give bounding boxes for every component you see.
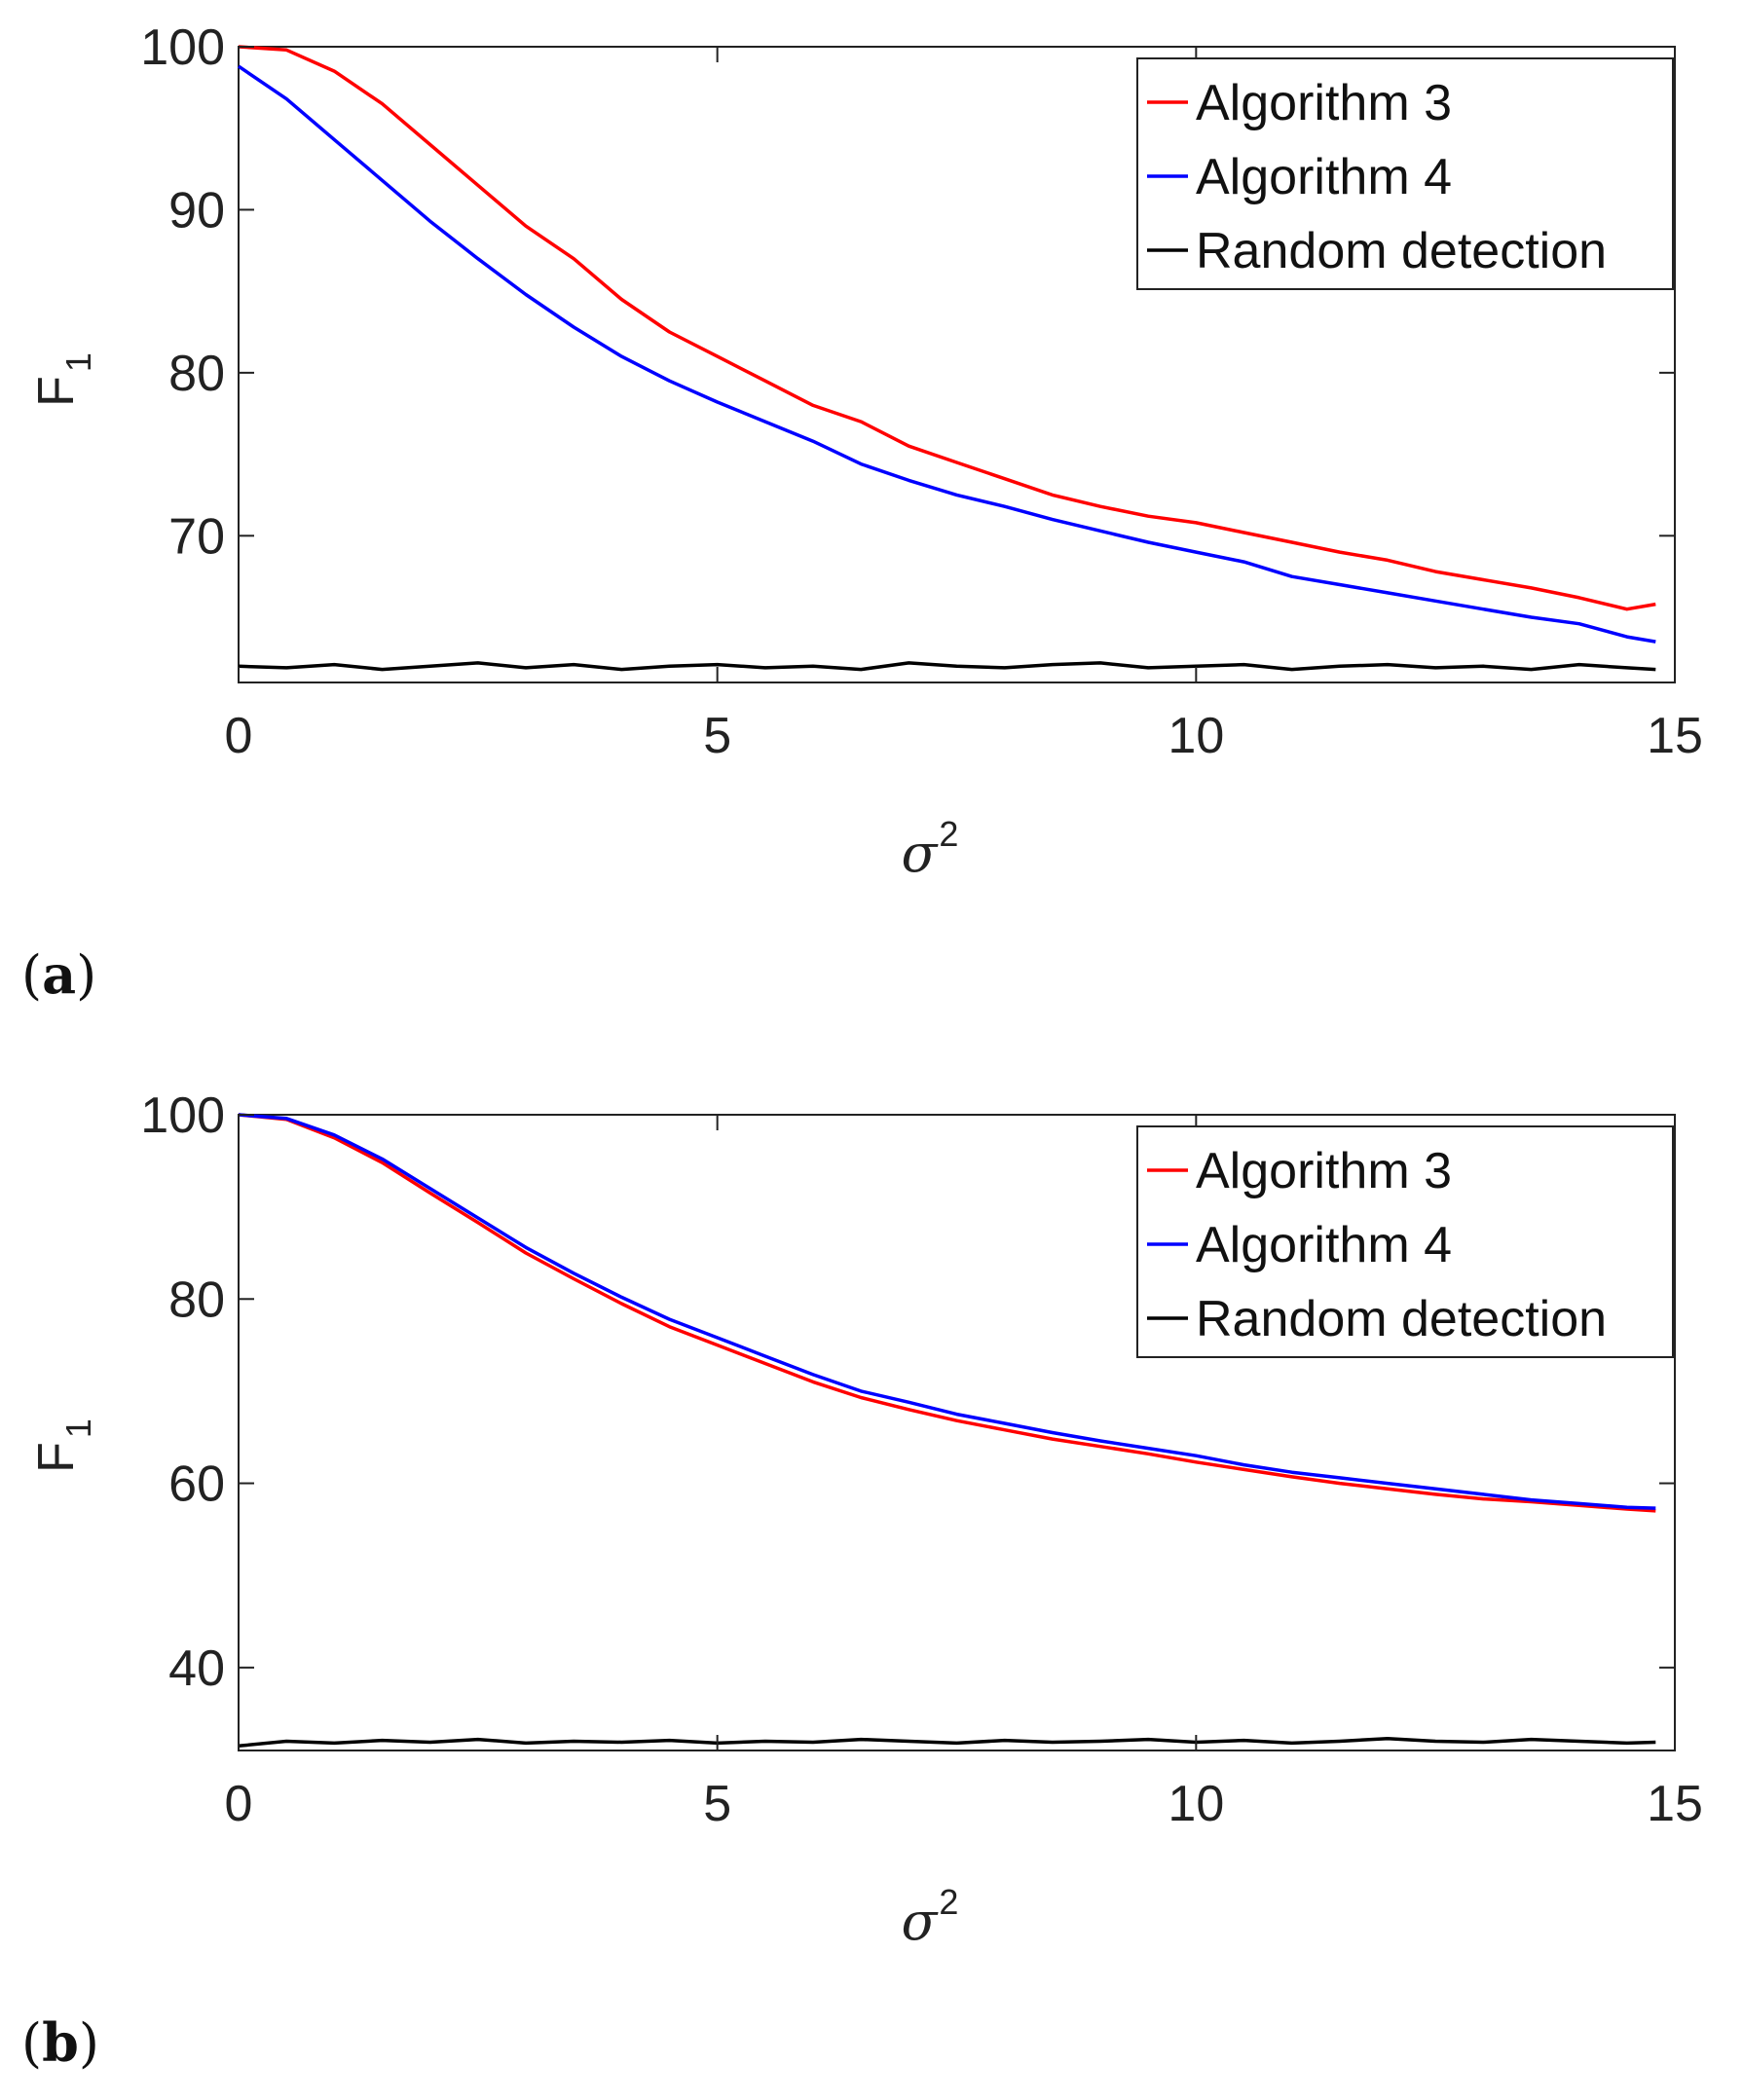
panel-label: (a) [21, 943, 96, 1006]
y-tick-label: 60 [168, 1456, 225, 1513]
y-tick-label: 40 [168, 1640, 225, 1697]
legend-label-algorithm-4: Algorithm 4 [1196, 1217, 1452, 1273]
legend: Algorithm 3 Algorithm 4 Random detection [1136, 1125, 1674, 1358]
series-line-algorithm-3 [238, 45, 1656, 611]
series-line-algorithm-3 [238, 1113, 1656, 1513]
y-axis-ticks: 70 80 90 100 [140, 19, 1675, 565]
y-tick-label: 80 [168, 346, 225, 402]
x-tick-label: 5 [703, 708, 731, 764]
series-line-algorithm-4 [238, 64, 1656, 644]
x-tick-label: 0 [225, 1776, 253, 1832]
data-lines [238, 45, 1656, 672]
y-axis-label: F1 [28, 1418, 98, 1473]
legend: Algorithm 3 Algorithm 4 Random detection [1136, 57, 1674, 290]
x-tick-label: 15 [1647, 708, 1703, 764]
series-line-algorithm-4 [238, 1113, 1656, 1510]
x-tick-label: 15 [1647, 1776, 1703, 1832]
x-tick-label: 0 [225, 708, 253, 764]
x-tick-label: 10 [1168, 708, 1224, 764]
svg-text:F1: F1 [28, 1418, 98, 1473]
svg-text:F1: F1 [28, 352, 98, 407]
x-axis-ticks: 0 5 10 15 [225, 1115, 1703, 1832]
legend-label-random-detection: Random detection [1196, 223, 1607, 279]
legend-label-algorithm-4: Algorithm 4 [1196, 149, 1452, 205]
svg-text:σ2: σ2 [902, 814, 959, 884]
x-axis-label: σ2 [902, 814, 959, 884]
x-tick-label: 10 [1168, 1776, 1224, 1832]
plot-area-frame [238, 1114, 1676, 1751]
y-tick-label: 80 [168, 1271, 225, 1328]
panel-label: (b) [21, 2011, 99, 2074]
x-axis-label: σ2 [902, 1882, 959, 1952]
legend-label-random-detection: Random detection [1196, 1291, 1607, 1347]
legend-box [1136, 1125, 1674, 1358]
series-line-random-detection [238, 1736, 1656, 1749]
y-tick-label: 70 [168, 508, 225, 565]
data-lines [238, 1113, 1656, 1749]
x-axis-ticks: 0 5 10 15 [225, 47, 1703, 764]
legend-box [1136, 57, 1674, 290]
x-tick-label: 5 [703, 1776, 731, 1832]
y-tick-label: 100 [140, 19, 225, 76]
y-tick-label: 90 [168, 182, 225, 239]
legend-label-algorithm-3: Algorithm 3 [1196, 1143, 1452, 1199]
legend-label-algorithm-3: Algorithm 3 [1196, 75, 1452, 131]
y-tick-label: 100 [140, 1087, 225, 1144]
y-axis-ticks: 40 60 80 100 [140, 1087, 1675, 1697]
series-line-random-detection [238, 661, 1656, 672]
y-axis-label: F1 [28, 352, 98, 407]
svg-text:σ2: σ2 [902, 1882, 959, 1952]
plot-area-frame [238, 46, 1676, 683]
